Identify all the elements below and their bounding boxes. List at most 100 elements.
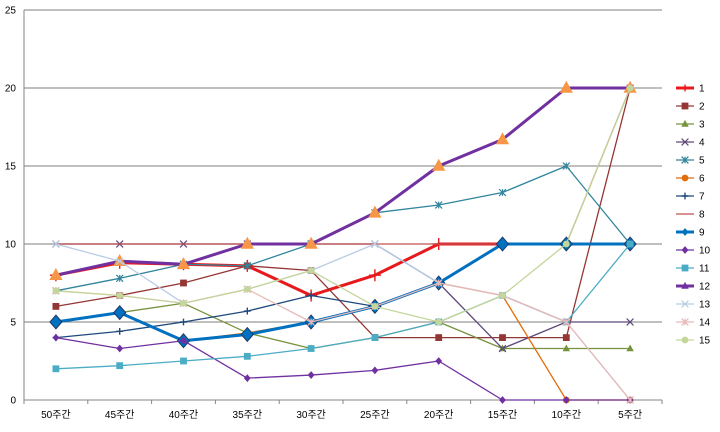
y-tick-label: 5 xyxy=(10,318,16,329)
data-point-11 xyxy=(371,334,379,341)
x-tick-label: 40주간 xyxy=(169,409,199,421)
x-tick-label: 5주간 xyxy=(618,409,642,421)
data-point-9 xyxy=(49,314,63,330)
legend-item-5: 5 xyxy=(676,156,705,167)
data-point-2 xyxy=(180,279,187,287)
series-group xyxy=(49,80,637,404)
data-point-2 xyxy=(562,334,570,341)
data-point-15 xyxy=(562,240,570,248)
legend-label: 4 xyxy=(699,138,705,149)
legend-swatch-marker xyxy=(681,264,689,272)
data-point-14 xyxy=(626,396,634,404)
data-point-14 xyxy=(434,279,443,287)
legend-label: 9 xyxy=(699,228,705,239)
legend-item-3: 3 xyxy=(676,120,705,131)
data-point-13 xyxy=(371,240,379,248)
data-point-10 xyxy=(371,366,379,375)
legend-item-10: 10 xyxy=(676,246,711,257)
data-point-9 xyxy=(113,304,127,321)
legend-item-4: 4 xyxy=(676,138,705,149)
series-line-15 xyxy=(55,87,631,323)
legend-item-14: 14 xyxy=(676,318,711,329)
x-tick-label: 15주간 xyxy=(488,409,518,421)
data-point-12 xyxy=(49,268,63,280)
data-point-10 xyxy=(243,374,251,383)
legend-item-15: 15 xyxy=(676,336,711,347)
data-point-1 xyxy=(368,269,381,282)
legend-label: 14 xyxy=(699,318,711,329)
y-tick-label: 0 xyxy=(10,396,16,407)
series-line-12 xyxy=(55,86,631,277)
data-point-15 xyxy=(626,84,634,92)
legend-item-1: 1 xyxy=(676,84,705,95)
data-point-15 xyxy=(180,299,187,307)
y-axis-ticks: 0 5 10 15 20 25 xyxy=(5,6,17,407)
data-point-13 xyxy=(115,257,124,265)
legend-item-8: 8 xyxy=(676,210,705,221)
data-point-12 xyxy=(559,80,573,93)
legend-item-6: 6 xyxy=(676,174,705,185)
y-tick-label: 20 xyxy=(5,84,17,95)
data-point-13 xyxy=(52,240,60,248)
data-point-5 xyxy=(243,262,252,270)
legend-swatch-marker xyxy=(681,119,689,127)
data-point-10 xyxy=(307,371,315,379)
data-point-12 xyxy=(176,257,191,270)
series-line-9 xyxy=(55,242,631,343)
data-point-3 xyxy=(562,344,571,352)
legend-item-9: 9 xyxy=(676,228,705,239)
series-line-4 xyxy=(55,243,631,350)
legend-swatch-marker xyxy=(681,281,689,289)
legend-label: 5 xyxy=(699,156,705,167)
gridlines xyxy=(24,9,662,401)
series-line-3 xyxy=(55,302,631,350)
legend-swatch-marker xyxy=(681,192,689,200)
data-point-3 xyxy=(626,344,634,352)
data-point-10 xyxy=(116,344,124,353)
data-point-15 xyxy=(116,292,124,299)
data-point-2 xyxy=(499,334,506,341)
data-point-7 xyxy=(180,318,187,326)
data-point-12 xyxy=(240,236,254,249)
legend-swatch-marker xyxy=(681,84,689,92)
legend-label: 8 xyxy=(699,210,705,221)
data-point-10 xyxy=(435,357,443,365)
x-tick-label: 30주간 xyxy=(296,409,326,421)
data-point-5 xyxy=(562,162,571,170)
data-point-4 xyxy=(498,344,507,353)
y-tick-label: 15 xyxy=(5,162,17,173)
legend-label: 13 xyxy=(699,300,711,311)
legend-label: 2 xyxy=(699,102,705,113)
data-point-15 xyxy=(52,287,60,295)
series-line-2 xyxy=(55,87,631,339)
legend-label: 15 xyxy=(699,336,711,347)
y-tick-label: 25 xyxy=(5,6,17,17)
data-point-7 xyxy=(243,307,251,315)
data-point-7 xyxy=(116,327,124,335)
legend-label: 3 xyxy=(699,120,705,131)
data-point-2 xyxy=(435,334,443,341)
legend-swatch-marker xyxy=(681,228,689,236)
x-tick-label: 25주간 xyxy=(360,409,390,421)
legend-swatch-marker xyxy=(681,102,689,110)
series-2 xyxy=(52,84,634,341)
x-tick-label: 50주간 xyxy=(41,409,71,421)
data-point-12 xyxy=(495,132,510,145)
legend-item-11: 11 xyxy=(676,264,710,275)
data-point-9 xyxy=(495,236,510,252)
data-point-9 xyxy=(240,326,254,343)
legend-label: 1 xyxy=(699,84,705,95)
y-tick-label: 10 xyxy=(5,240,17,251)
series-line-10 xyxy=(55,336,631,401)
data-point-15 xyxy=(499,292,506,299)
x-tick-label: 35주간 xyxy=(233,409,263,421)
data-point-2 xyxy=(52,303,60,310)
legend-swatch-marker xyxy=(681,336,689,344)
data-point-7 xyxy=(307,292,315,299)
legend-swatch-marker xyxy=(681,246,689,254)
legend-item-13: 13 xyxy=(676,300,711,311)
series-7 xyxy=(52,240,634,341)
data-point-10 xyxy=(180,336,187,345)
legend-swatch-marker xyxy=(681,156,689,164)
legend-label: 7 xyxy=(699,192,705,203)
